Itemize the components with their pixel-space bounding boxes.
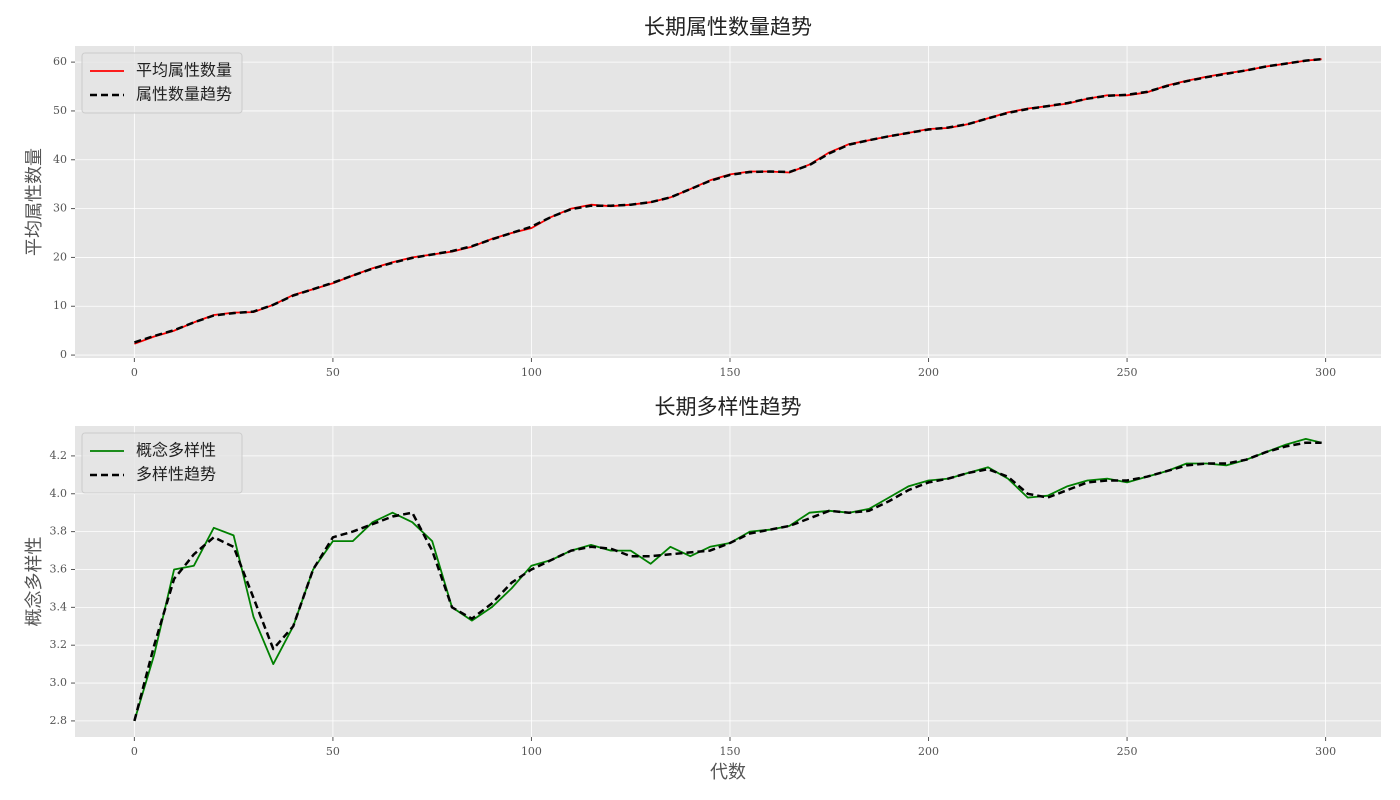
- x-tick-label: 300: [1315, 745, 1336, 758]
- y-tick-label: 10: [53, 299, 67, 312]
- y-tick-label: 3.6: [50, 562, 68, 575]
- y-tick-label: 3.0: [50, 676, 68, 689]
- legend-label: 多样性趋势: [136, 465, 216, 484]
- y-tick-label: 60: [53, 55, 67, 68]
- plot-area: [75, 46, 1381, 358]
- y-tick-label: 3.4: [50, 600, 68, 613]
- legend-box: [81, 52, 243, 114]
- y-tick-label: 4.0: [50, 487, 68, 500]
- subplot: 长期属性数量趋势 0 10 20 30 40 50 60 0 50 100 150 200 250 300 平…: [24, 15, 1381, 379]
- x-tick-label: 150: [719, 366, 740, 379]
- chart-title: 长期属性数量趋势: [644, 15, 812, 39]
- x-tick-label: 100: [521, 745, 542, 758]
- y-axis-label: 平均属性数量: [24, 148, 45, 256]
- x-tick-label: 300: [1315, 366, 1336, 379]
- y-tick-label: 50: [53, 104, 67, 117]
- legend-box: [81, 432, 243, 494]
- y-tick-label: 4.2: [50, 449, 68, 462]
- x-axis-label: 代数: [710, 762, 746, 783]
- data-line: [133, 441, 1322, 722]
- legend-label: 属性数量趋势: [136, 85, 232, 104]
- x-tick-label: 250: [1117, 366, 1138, 379]
- x-tick-label: 100: [521, 366, 542, 379]
- y-tick-label: 3.2: [50, 638, 68, 651]
- x-tick-label: 0: [131, 366, 138, 379]
- x-tick-label: 50: [326, 745, 340, 758]
- y-tick-label: 40: [53, 153, 67, 166]
- x-tick-label: 150: [719, 745, 740, 758]
- x-tick-label: 200: [918, 366, 939, 379]
- plot-area: [75, 426, 1381, 737]
- x-tick-label: 50: [326, 366, 340, 379]
- x-tick-label: 250: [1117, 745, 1138, 758]
- x-tick-label: 200: [918, 745, 939, 758]
- legend-label: 平均属性数量: [136, 61, 232, 80]
- y-tick-label: 3.8: [50, 525, 68, 538]
- chart-title: 长期多样性趋势: [655, 395, 802, 419]
- legend-label: 概念多样性: [136, 441, 216, 460]
- y-tick-label: 2.8: [50, 714, 68, 727]
- x-tick-label: 0: [131, 745, 138, 758]
- y-axis-label: 概念多样性: [23, 537, 45, 627]
- y-tick-label: 0: [60, 348, 67, 361]
- y-tick-label: 20: [53, 250, 67, 263]
- subplot: 长期多样性趋势 2.8 3.0 3.2 3.4 3.6 3.8 4.0 4.2 0 50 100 150…: [23, 395, 1381, 783]
- y-tick-label: 30: [53, 202, 67, 215]
- data-line: [134, 57, 1322, 344]
